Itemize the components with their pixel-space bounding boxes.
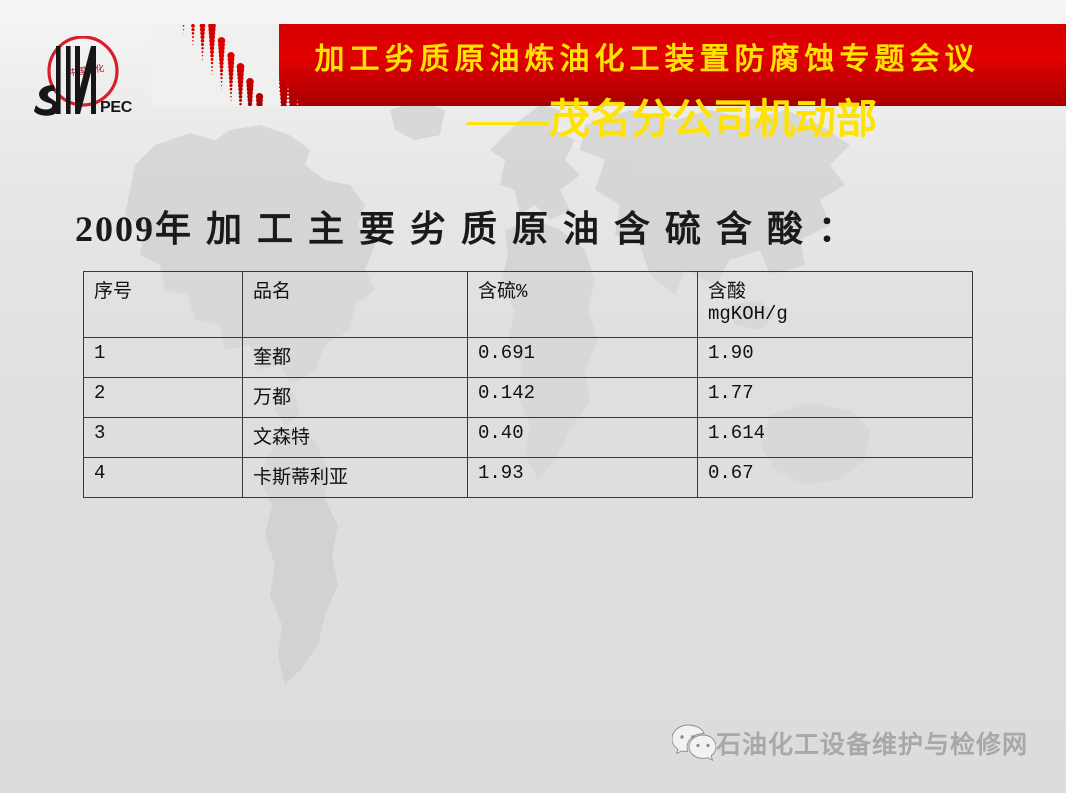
svg-text:PEC: PEC — [100, 99, 133, 116]
